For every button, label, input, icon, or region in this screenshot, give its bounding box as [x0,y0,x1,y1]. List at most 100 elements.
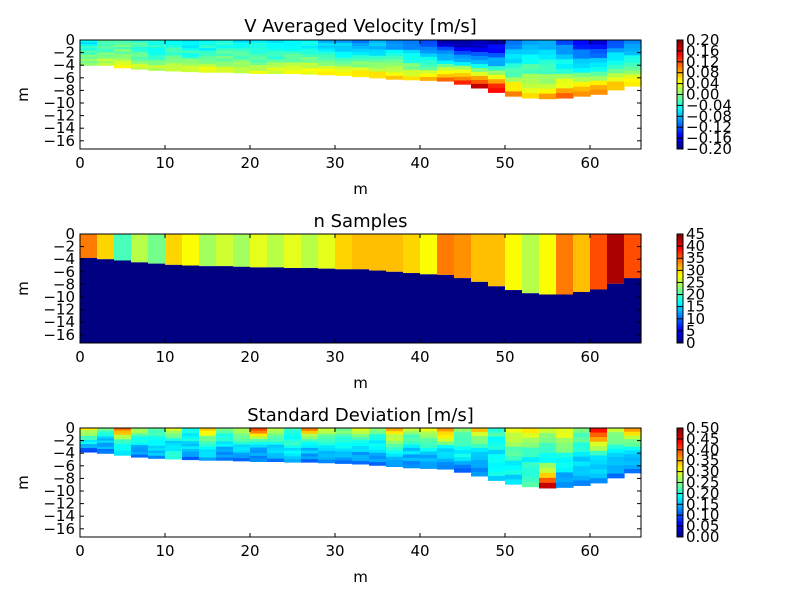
heatmap-cell [505,91,523,97]
heatmap-cell [165,451,183,455]
colorbar-tick-label: −0.04 [686,96,732,114]
heatmap-cell [522,293,540,343]
y-tick-label: −12 [43,301,75,319]
heatmap-cell [335,439,353,444]
heatmap-cell [216,234,234,267]
heatmap-cell [505,44,523,50]
heatmap-cell [607,461,625,466]
colorbar-segment [677,447,683,451]
heatmap-cell [301,433,319,438]
heatmap-cell [80,445,98,449]
heatmap-cell [114,46,132,50]
heatmap-cell [284,450,302,455]
heatmap-cell [386,69,404,74]
heatmap-cell [488,48,506,54]
heatmap-cell [607,457,625,462]
heatmap-cell [539,88,557,95]
heatmap-cell [454,278,472,343]
colorbar-segment [677,90,683,94]
colorbar-tick-label: −0.08 [686,107,732,125]
heatmap-cell [182,53,200,57]
heatmap-cell [131,47,149,51]
y-tick-label: −8 [53,469,75,487]
heatmap-cell [284,436,302,440]
heatmap-cell [267,444,285,449]
heatmap-cell [556,93,574,99]
heatmap-cell [199,438,217,442]
heatmap-cell [573,466,591,472]
heatmap-cell [165,68,183,72]
heatmap-cell [369,446,387,451]
heatmap-cell [318,51,336,56]
x-tick-label: 10 [155,542,174,560]
heatmap-cell [352,436,370,441]
colorbar-segment [677,248,683,251]
heatmap-cell [556,447,574,454]
heatmap-cell [284,65,302,69]
heatmap-cell [114,260,132,343]
colorbar-segment [677,467,683,471]
heatmap-cell [199,50,217,54]
heatmap-cell [386,53,404,57]
heatmap-cell [114,432,132,436]
colorbar-segment [677,455,683,458]
colorbar-segment [677,69,683,72]
heatmap-cell [318,234,336,269]
heatmap-cell [454,446,472,451]
heatmap-cell [250,444,268,449]
heatmap-cell [216,449,234,453]
heatmap-cell [80,42,98,45]
heatmap-cell [335,457,353,461]
heatmap-cell [556,234,574,295]
heatmap-cell [182,45,200,49]
colorbar-tick-label: 0.45 [686,430,719,448]
heatmap-cell [216,457,234,461]
heatmap-cell [301,447,319,452]
heatmap-cell [284,439,302,443]
x-axis-label: m [353,180,368,198]
colorbar-segment [677,87,683,90]
heatmap-cell [233,48,251,52]
heatmap-cell [471,71,489,77]
heatmap-cell [165,50,183,54]
colorbar-segment [677,478,683,482]
colorbar-segment [677,500,683,503]
heatmap-cell [335,451,353,456]
colorbar-segment [677,295,683,299]
heatmap-cell [607,81,625,87]
heatmap-cell [233,64,251,68]
colorbar-segment [677,61,683,65]
heatmap-cell [131,59,149,63]
heatmap-cell [369,234,387,271]
colorbar-segment [677,473,683,476]
heatmap-cell [556,428,574,434]
heatmap-cell [148,455,166,459]
heatmap-cell [454,457,472,462]
heatmap-cell [522,462,540,468]
heatmap-cell [437,451,455,456]
colorbar-segment [677,261,683,264]
colorbar-segment [677,277,683,280]
heatmap-cell [233,45,251,49]
heatmap-cell [437,63,455,68]
heatmap-cell [301,51,319,55]
heatmap-cell [131,444,149,448]
colorbar-segment [677,520,683,523]
heatmap-cell [301,445,319,449]
heatmap-cell [590,478,608,484]
chart-title: n Samples [314,211,408,232]
heatmap-cell [352,428,370,432]
heatmap-cell [250,59,268,63]
heatmap-cell [267,450,285,454]
heatmap-cell [97,444,115,448]
colorbar-segment [677,101,683,105]
heatmap-cell [556,88,574,94]
heatmap-cell [386,66,404,70]
heatmap-cell [250,234,268,268]
heatmap-cell [148,50,166,54]
heatmap-cell [386,444,404,448]
heatmap-cell [301,442,319,446]
heatmap-cell [420,234,438,275]
heatmap-cell [488,475,506,481]
